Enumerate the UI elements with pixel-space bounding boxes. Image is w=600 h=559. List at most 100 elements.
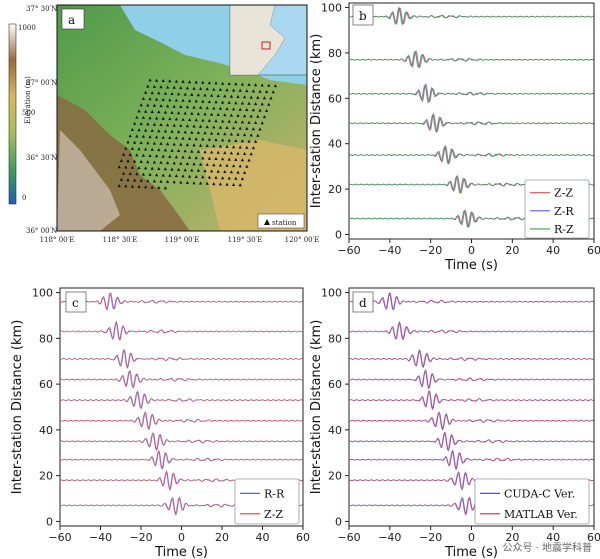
station-marker xyxy=(210,93,214,97)
trace-matlab-ver- xyxy=(348,322,594,340)
station-marker xyxy=(179,180,183,184)
station-marker xyxy=(157,148,161,152)
station-marker xyxy=(181,98,185,102)
trace-r-z xyxy=(348,145,594,165)
station-marker xyxy=(172,180,176,184)
station-marker xyxy=(137,109,141,113)
x-tick-label: 20 xyxy=(505,531,519,544)
station-marker xyxy=(212,125,216,129)
lon-label-119-00: 119° 00′E xyxy=(165,236,200,244)
station-marker xyxy=(196,93,200,97)
x-tick-label: −20 xyxy=(419,531,442,544)
station-marker xyxy=(150,128,154,132)
station-marker xyxy=(214,175,218,179)
lat-label-36-00: 36° 00′N xyxy=(26,227,57,235)
station-marker xyxy=(229,113,233,117)
station-marker xyxy=(205,87,209,91)
trace-matlab-ver- xyxy=(349,292,594,311)
panel-d-chart: −60 −40 −20 0 20 40 60 0 20 40 60 80 100 Time (s) Inte… xyxy=(309,287,600,559)
station-marker xyxy=(199,124,203,128)
station-marker xyxy=(179,86,183,90)
station-marker xyxy=(135,153,139,157)
lat-label-36-30: 36° 30′N xyxy=(26,154,57,162)
station-marker xyxy=(194,99,198,103)
station-marker xyxy=(188,155,192,159)
station-marker xyxy=(240,139,244,143)
station-marker xyxy=(240,177,244,181)
station-marker xyxy=(119,159,123,162)
y-axis-label: Inter-station Distance (km) xyxy=(309,34,324,209)
station-marker xyxy=(192,162,196,166)
station-marker xyxy=(221,157,225,161)
station-marker xyxy=(144,147,148,151)
station-marker xyxy=(157,129,161,133)
station-marker xyxy=(232,164,236,168)
station-marker xyxy=(265,108,269,112)
station-marker xyxy=(205,144,209,147)
station-marker xyxy=(183,168,187,172)
station-marker xyxy=(214,157,218,160)
station-marker xyxy=(177,149,181,152)
station-marker xyxy=(247,120,251,124)
watermark: 公众号 · 地震学科普 xyxy=(502,541,592,554)
station-marker xyxy=(223,113,227,117)
station-marker xyxy=(210,131,214,135)
station-marker xyxy=(194,156,198,160)
station-marker xyxy=(207,81,211,85)
station-marker xyxy=(141,115,145,119)
y-tick-label: 0 xyxy=(46,515,53,528)
lon-label-118-00: 118° 00′E xyxy=(40,236,75,244)
station-marker xyxy=(190,149,194,153)
station-marker xyxy=(126,178,130,182)
y-tick-label: 40 xyxy=(39,424,53,437)
y-tick-label: 40 xyxy=(328,424,342,437)
station-marker xyxy=(199,143,203,147)
station-marker xyxy=(234,157,238,161)
station-marker xyxy=(225,182,229,186)
station-marker xyxy=(159,160,163,164)
station-marker xyxy=(229,94,233,98)
lat-label-37-00: 37° 00′N xyxy=(26,79,57,87)
y-tick-label: 0 xyxy=(335,228,342,241)
x-tick-label: −60 xyxy=(337,531,360,544)
station-marker xyxy=(260,83,264,87)
station-marker xyxy=(212,144,216,148)
station-marker xyxy=(271,90,275,94)
station-marker xyxy=(245,145,249,149)
station-marker xyxy=(249,95,253,99)
station-marker xyxy=(139,122,143,126)
lon-label-120-00: 120° 00′E xyxy=(285,236,320,244)
station-marker xyxy=(152,84,156,88)
x-tick-label: 0 xyxy=(178,531,185,544)
station-marker xyxy=(216,169,220,173)
station-marker xyxy=(223,170,227,173)
station-marker xyxy=(172,123,176,127)
legend-label: R-R xyxy=(264,487,285,500)
station-marker xyxy=(172,161,176,165)
station-marker xyxy=(141,97,145,100)
station-marker xyxy=(155,116,159,120)
station-marker xyxy=(194,175,198,178)
station-marker xyxy=(163,110,167,114)
legend-label: R-Z xyxy=(554,223,574,236)
station-marker xyxy=(251,89,255,93)
panel-b-chart: −60 −40 −20 0 20 40 60 0 20 40 60 80 100 Time (s) Inte… xyxy=(309,2,600,273)
station-marker xyxy=(205,181,209,185)
station-marker xyxy=(144,128,148,132)
station-marker xyxy=(238,183,242,187)
station-marker xyxy=(249,133,253,137)
station-marker xyxy=(249,152,253,156)
station-marker xyxy=(267,102,271,106)
station-marker xyxy=(139,178,143,182)
trace-z-z xyxy=(59,392,303,409)
station-marker xyxy=(223,132,227,136)
station-marker xyxy=(168,98,172,102)
station-marker xyxy=(124,146,128,150)
station-marker xyxy=(267,83,271,87)
station-marker xyxy=(210,112,214,116)
station-marker xyxy=(218,106,222,110)
legend-label: CUDA-C Ver. xyxy=(504,487,575,500)
station-marker xyxy=(166,85,170,89)
inset-land xyxy=(229,5,286,76)
elevation-colorbar xyxy=(8,23,17,205)
